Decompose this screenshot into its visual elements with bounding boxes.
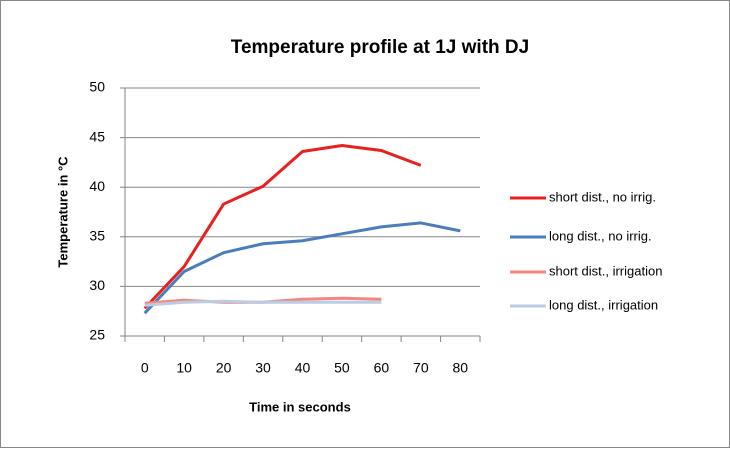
y-tick-label: 35 [89, 228, 105, 244]
y-tick-label: 45 [89, 128, 105, 144]
x-axis-label: Time in seconds [249, 399, 351, 414]
x-tick-label: 10 [176, 360, 192, 376]
y-tick-label: 50 [89, 79, 105, 95]
x-tick-label: 0 [141, 360, 149, 376]
series-line [143, 144, 422, 310]
legend-label: long dist., no irrig. [549, 228, 652, 243]
y-tick-label: 40 [89, 178, 105, 194]
legend-label: short dist., no irrig. [549, 189, 656, 204]
x-tick-label: 30 [255, 360, 271, 376]
x-tick-label: 40 [295, 360, 311, 376]
chart-title: Temperature profile at 1J with DJ [231, 37, 529, 58]
x-tick-label: 70 [413, 360, 429, 376]
x-tick-label: 80 [452, 360, 468, 376]
y-axis-label: Temperature in °C [55, 156, 70, 268]
y-tick-label: 25 [89, 327, 105, 343]
x-tick-label: 50 [334, 360, 350, 376]
series-line [144, 299, 382, 307]
x-tick-label: 20 [216, 360, 232, 376]
legend-label: short dist., irrigation [549, 263, 662, 278]
y-tick-label: 30 [89, 277, 105, 293]
legend-label: long dist., irrigation [549, 297, 658, 312]
x-tick-label: 60 [374, 360, 390, 376]
series-line [143, 221, 461, 315]
